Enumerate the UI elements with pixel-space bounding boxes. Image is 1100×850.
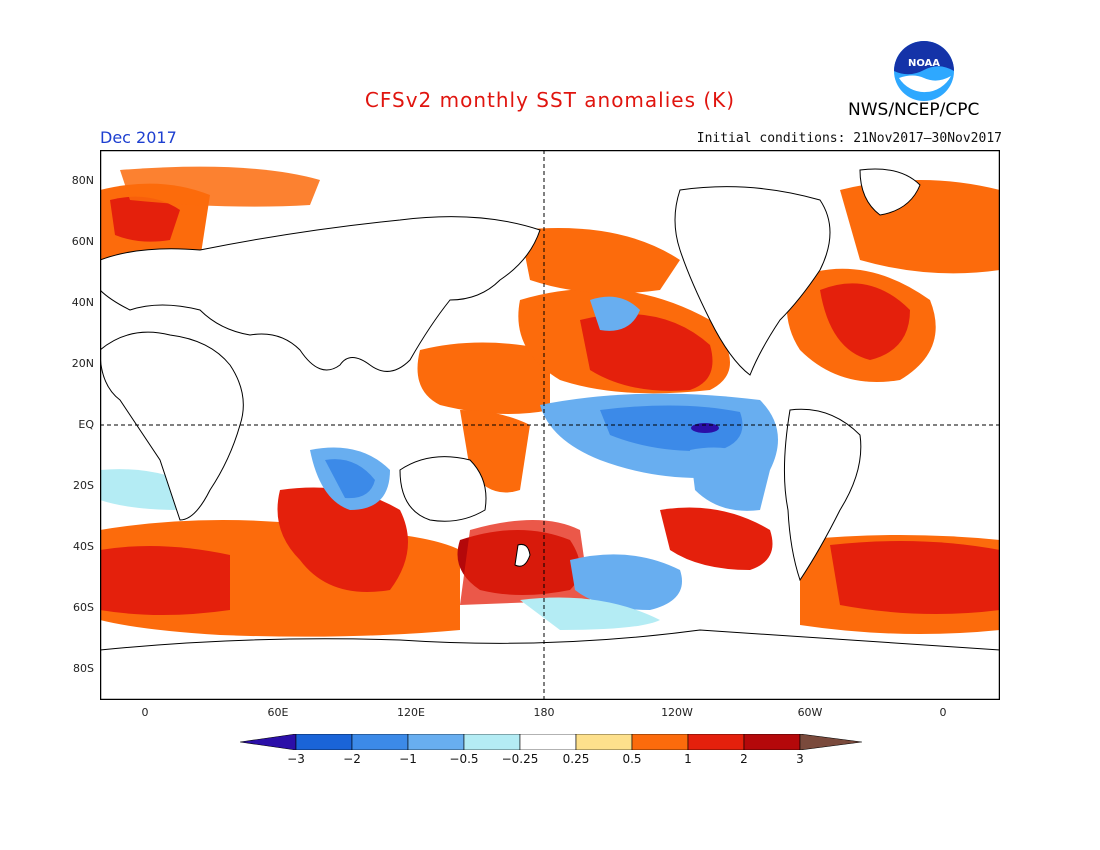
- land-new-zealand: [514, 544, 531, 567]
- lon-label-60w: 60W: [797, 706, 823, 719]
- colorbar-segment: [351, 734, 409, 750]
- colorbar-segment: [519, 734, 577, 750]
- anomaly-field-warm: [100, 166, 1000, 637]
- lat-label-60s: 60S: [73, 601, 94, 614]
- colorbar-label: 2: [740, 752, 748, 766]
- colorbar-segment: [295, 734, 353, 750]
- colorbar-label: 0.25: [562, 752, 590, 766]
- lon-label-0: 0: [141, 706, 149, 719]
- land-eurasia: [100, 216, 541, 372]
- colorbar-segment: [743, 734, 801, 750]
- land-north-america: [674, 186, 831, 376]
- lat-label-60n: 60N: [71, 235, 94, 248]
- colorbar: [240, 734, 862, 750]
- lon-label-120e: 120E: [397, 706, 425, 719]
- colorbar-segment: [463, 734, 521, 750]
- colorbar-segment: [687, 734, 745, 750]
- colorbar-segment: [407, 734, 465, 750]
- agency-label: NWS/NCEP/CPC: [848, 100, 980, 120]
- sst-anomaly-map: [100, 150, 1000, 700]
- colorbar-arrow-low: [240, 734, 297, 750]
- colorbar-label: −2: [343, 752, 361, 766]
- colorbar-label: 0.5: [622, 752, 642, 766]
- colorbar-segment: [631, 734, 689, 750]
- lat-label-20n: 20N: [71, 357, 94, 370]
- lat-label-eq: EQ: [78, 418, 94, 431]
- colorbar-label: −1: [399, 752, 417, 766]
- colorbar-label: −0.5: [449, 752, 479, 766]
- initial-conditions: Initial conditions: 21Nov2017–30Nov2017: [696, 131, 1002, 146]
- map-title: CFSv2 monthly SST anomalies (K): [364, 88, 736, 112]
- land-africa: [100, 331, 244, 521]
- land-antarctica: [100, 629, 1000, 700]
- land-australia: [399, 456, 487, 522]
- noaa-logo: NOAA: [894, 41, 954, 101]
- land-masses: [100, 168, 1000, 700]
- colorbar-label: −0.25: [501, 752, 539, 766]
- lat-label-80n: 80N: [71, 174, 94, 187]
- colorbar-label: −3: [287, 752, 305, 766]
- lon-label-60e: 60E: [267, 706, 289, 719]
- noaa-logo-text: NOAA: [908, 58, 940, 69]
- forecast-period: Dec 2017: [100, 128, 177, 147]
- lon-label-180: 180: [533, 706, 555, 719]
- lat-label-80s: 80S: [73, 662, 94, 675]
- colorbar-arrow-high: [799, 734, 862, 750]
- colorbar-label: 1: [684, 752, 692, 766]
- colorbar-label: 3: [796, 752, 804, 766]
- lon-label-120w: 120W: [661, 706, 693, 719]
- lat-label-40s: 40S: [73, 540, 94, 553]
- land-south-america: [783, 408, 862, 582]
- land-greenland: [859, 168, 921, 216]
- lat-label-20s: 20S: [73, 479, 94, 492]
- lat-label-40n: 40N: [71, 296, 94, 309]
- colorbar-segment: [575, 734, 633, 750]
- lon-label-0-east: 0: [939, 706, 947, 719]
- map-frame: [100, 150, 1000, 700]
